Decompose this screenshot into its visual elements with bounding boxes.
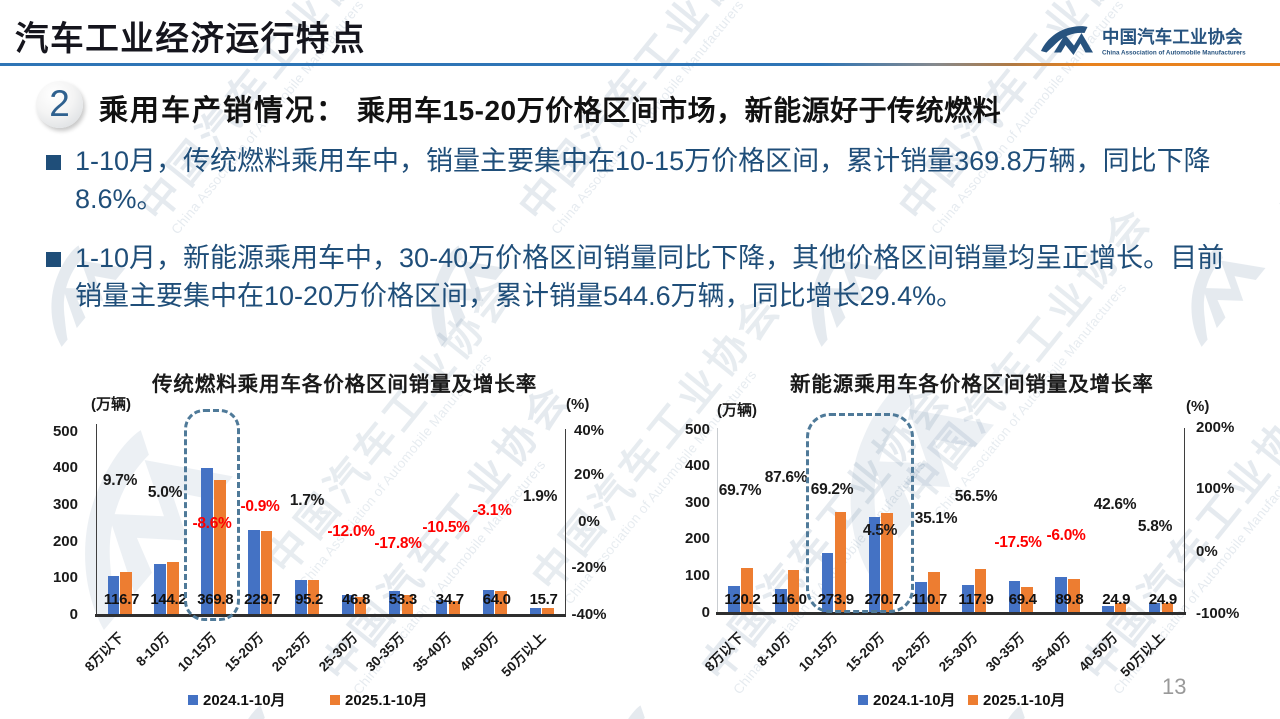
svg-text:中国汽车工业协会: 中国汽车工业协会 <box>1270 0 1280 229</box>
svg-text:中国汽车工业协会: 中国汽车工业协会 <box>523 284 790 599</box>
svg-text:China Association of Automobil: China Association of Automobile Manufact… <box>1102 50 1246 57</box>
svg-text:中国汽车工业协会: 中国汽车工业协会 <box>1102 27 1243 47</box>
